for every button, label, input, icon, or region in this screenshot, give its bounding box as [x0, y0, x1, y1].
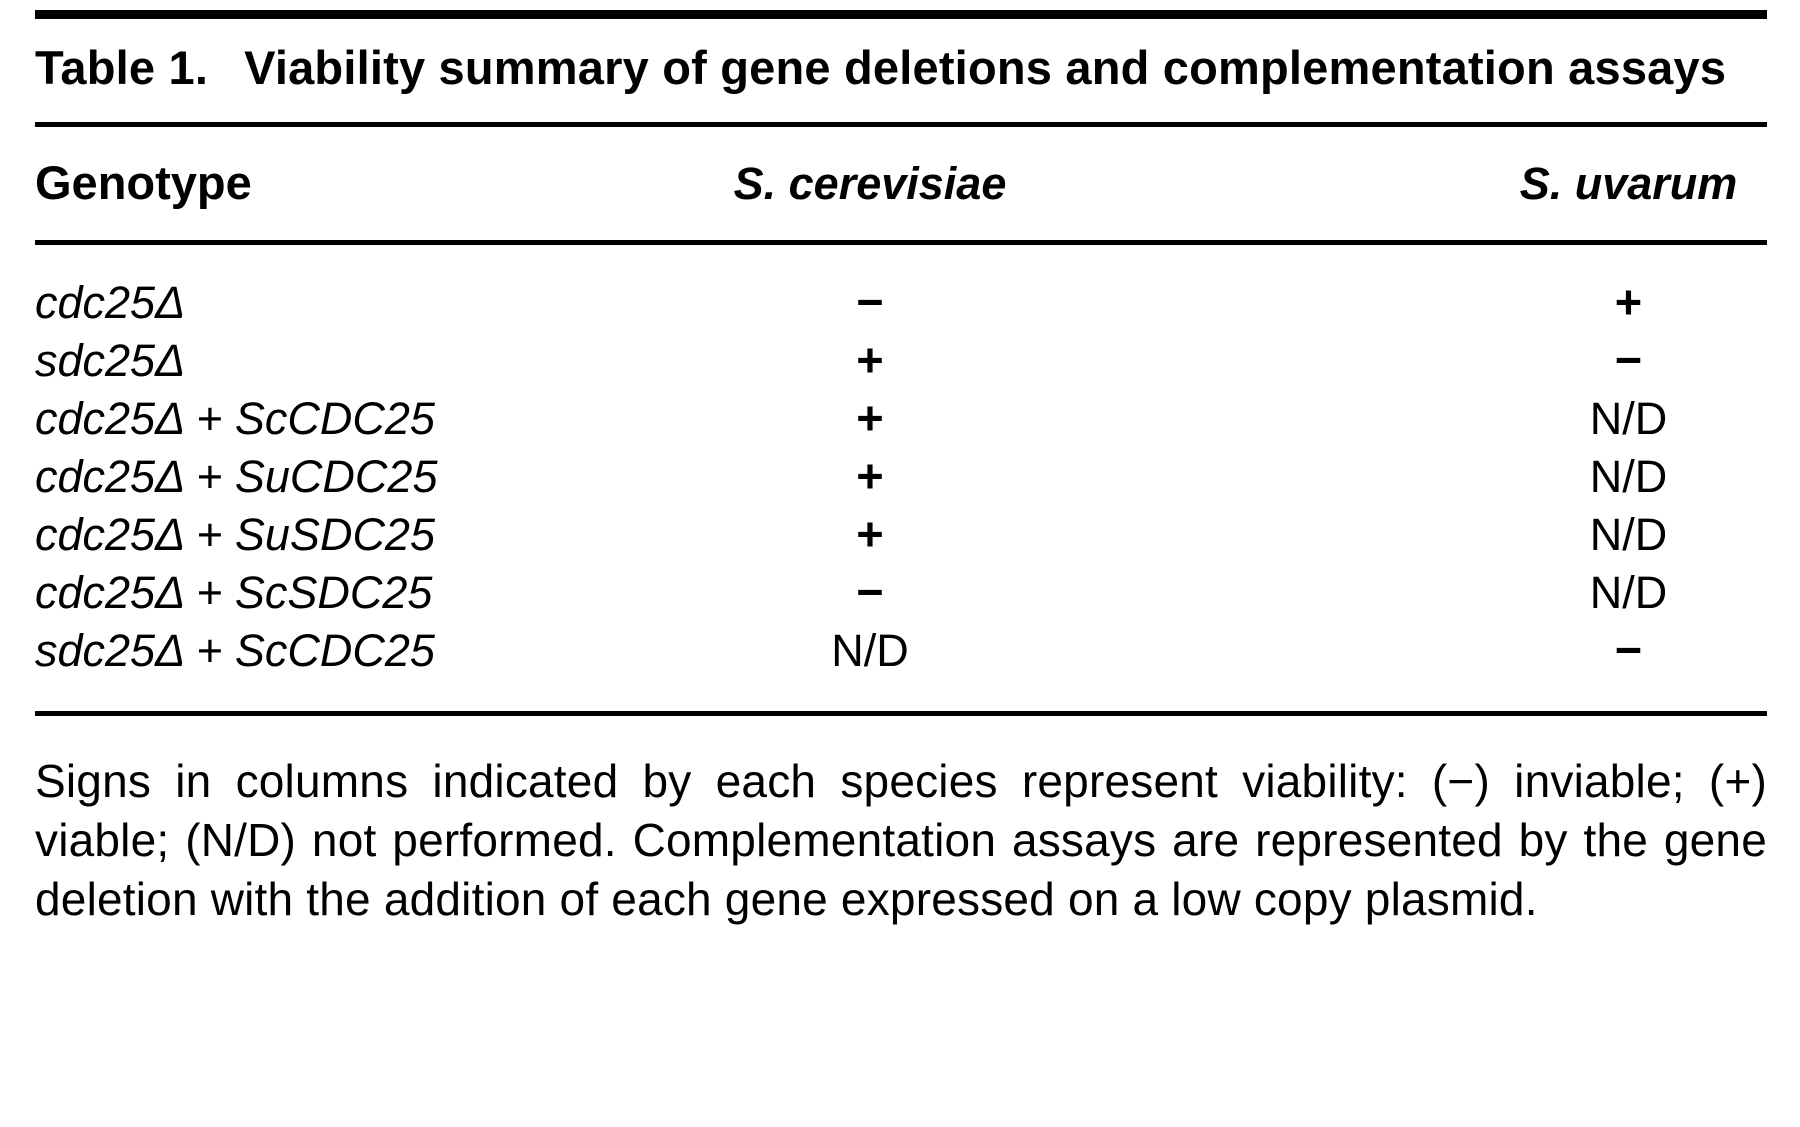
cerevisiae-value-cell: +	[856, 507, 884, 561]
table-row: cdc25Δ + SuSDC25 + N/D	[35, 505, 1767, 563]
table-title: Viability summary of gene deletions and …	[244, 41, 1727, 94]
caption-rule	[35, 122, 1767, 128]
genotype-cell: cdc25Δ + SuSDC25	[35, 509, 435, 561]
uvarum-value-cell: N/D	[1589, 509, 1668, 561]
genotype-cell: cdc25Δ	[35, 277, 186, 329]
table-row: cdc25Δ − +	[35, 273, 1767, 331]
table-row: sdc25Δ + ScCDC25 N/D −	[35, 621, 1767, 679]
table-body: cdc25Δ − + sdc25Δ + − cdc25Δ + ScCDC25 +…	[35, 245, 1767, 711]
uvarum-value-cell: N/D	[1589, 567, 1668, 619]
table-bottom-rule	[35, 711, 1767, 717]
table-row: cdc25Δ + SuCDC25 + N/D	[35, 447, 1767, 505]
cerevisiae-value-cell: −	[856, 565, 884, 619]
table-row: sdc25Δ + −	[35, 331, 1767, 389]
uvarum-value-cell: N/D	[1589, 393, 1668, 445]
table-row: cdc25Δ + ScCDC25 + N/D	[35, 389, 1767, 447]
cerevisiae-value-cell: +	[856, 449, 884, 503]
cerevisiae-value-cell: −	[856, 275, 884, 329]
uvarum-value-cell: −	[1614, 623, 1643, 677]
cerevisiae-value-cell: +	[856, 333, 884, 387]
column-header-s-cerevisiae: S. cerevisiae	[733, 158, 1007, 210]
cerevisiae-value-cell: N/D	[831, 625, 909, 677]
genotype-cell: cdc25Δ + ScCDC25	[35, 393, 435, 445]
table-header-row: Genotype S. cerevisiae S. uvarum	[35, 127, 1767, 240]
uvarum-value-cell: N/D	[1589, 451, 1668, 503]
table-footnote: Signs in columns indicated by each speci…	[35, 755, 1767, 926]
genotype-cell: cdc25Δ + SuCDC25	[35, 451, 438, 503]
table-caption: Table 1. Viability summary of gene deleti…	[35, 37, 1767, 98]
uvarum-value-cell: +	[1614, 275, 1643, 329]
column-header-genotype: Genotype	[35, 156, 252, 210]
genotype-cell: sdc25Δ	[35, 335, 186, 387]
table-number: Table 1.	[35, 41, 209, 94]
genotype-cell: sdc25Δ + ScCDC25	[35, 625, 435, 677]
genotype-cell: cdc25Δ + ScSDC25	[35, 567, 433, 619]
table-row: cdc25Δ + ScSDC25 − N/D	[35, 563, 1767, 621]
header-rule	[35, 240, 1767, 246]
uvarum-value-cell: −	[1614, 333, 1643, 387]
column-header-s-uvarum: S. uvarum	[1519, 158, 1738, 210]
top-rule	[35, 10, 1767, 19]
cerevisiae-value-cell: +	[856, 391, 884, 445]
